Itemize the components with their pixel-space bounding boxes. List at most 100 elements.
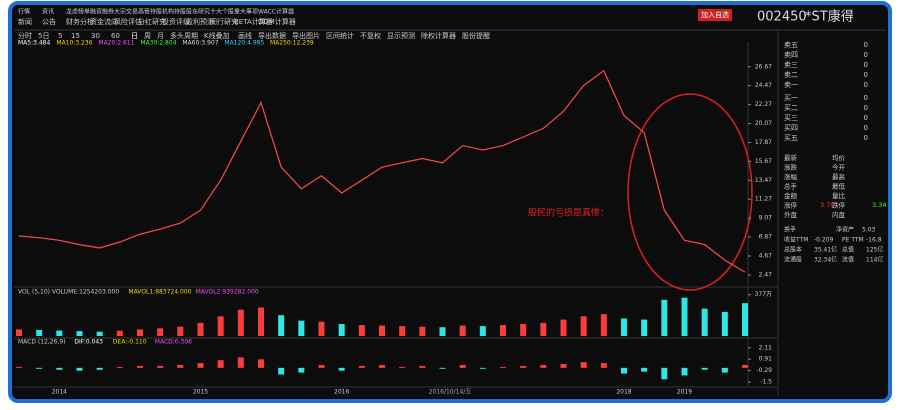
- toolbar-item[interactable]: 导出图片: [292, 31, 320, 40]
- frame: [8, 1, 892, 403]
- toolbar-item[interactable]: 画线: [238, 31, 252, 40]
- info-text: 总股本: [784, 246, 802, 254]
- toolbar-item[interactable]: 除权计算器: [421, 31, 456, 40]
- bar: [278, 367, 285, 375]
- bar: [298, 320, 305, 336]
- toolbar-item[interactable]: 15: [71, 32, 80, 40]
- menu-item[interactable]: 盈利预测: [186, 17, 214, 26]
- menu-item[interactable]: 机构持股: [162, 8, 186, 16]
- ob-label: 买一: [784, 94, 798, 102]
- bar: [641, 319, 648, 336]
- stat-label: 均价: [832, 153, 846, 162]
- bar: [540, 364, 547, 368]
- toolbar-item[interactable]: 周: [144, 32, 151, 40]
- add-button-label[interactable]: 加入自选: [701, 10, 729, 19]
- bar: [217, 360, 224, 368]
- limit-down: 3.34: [872, 201, 886, 209]
- ob-label: 卖五: [784, 41, 798, 49]
- menu-item[interactable]: 投资评级: [162, 17, 190, 26]
- menu-item[interactable]: 融资融券: [90, 8, 114, 16]
- bar: [379, 325, 385, 336]
- stat-label: 今开: [832, 163, 846, 172]
- bar: [580, 362, 587, 368]
- bar: [358, 325, 365, 336]
- y-tick-label: 6.87: [759, 234, 773, 241]
- y-tick-label: 11.27: [755, 196, 772, 203]
- bar: [177, 326, 184, 336]
- menu-item[interactable]: 资金流向: [90, 17, 118, 26]
- menu-item[interactable]: 分红研究: [138, 17, 166, 26]
- menu-item[interactable]: 龙虎榜单: [66, 8, 90, 16]
- legend-item: DIF:0.043: [74, 339, 103, 346]
- x-tick-label: 2016: [334, 389, 349, 396]
- bar: [76, 367, 83, 371]
- ob-label: 卖二: [784, 71, 798, 79]
- toolbar-item[interactable]: 不复权: [360, 31, 381, 40]
- info-text: -0.209: [814, 237, 834, 244]
- bar: [318, 321, 325, 336]
- bar: [298, 367, 305, 373]
- toolbar-item[interactable]: 5日: [38, 32, 49, 40]
- toolbar-item[interactable]: 日: [131, 32, 138, 40]
- bar: [56, 330, 63, 336]
- menu-item[interactable]: WACC计算器: [258, 8, 294, 16]
- menu-item[interactable]: 公告: [42, 17, 56, 26]
- menu-item[interactable]: 高管持股: [138, 8, 162, 16]
- stat-label: 跌停: [832, 201, 846, 210]
- bar: [459, 364, 466, 368]
- menu-item[interactable]: 大宗交易: [114, 8, 138, 16]
- bar: [439, 367, 446, 369]
- bar: [520, 323, 527, 336]
- y-tick-label: 15.67: [755, 158, 772, 165]
- toolbar-item[interactable]: 5: [58, 32, 62, 40]
- menu-item[interactable]: 同行研究: [210, 17, 238, 26]
- bar: [621, 367, 627, 374]
- legend-item: MAVOL2:939282.000: [196, 289, 259, 296]
- bar: [358, 365, 365, 368]
- price-line: [18, 69, 746, 273]
- toolbar-item[interactable]: K线叠加: [204, 31, 230, 40]
- stat-label: 涨跌: [784, 163, 798, 172]
- stat-label: 金额: [784, 191, 798, 200]
- menu-item[interactable]: 重大事项: [234, 8, 258, 16]
- menu-item[interactable]: 财务分析: [66, 17, 94, 26]
- menu-item[interactable]: 行情: [18, 8, 30, 16]
- ob-label: 卖一: [784, 81, 798, 89]
- add-button[interactable]: [698, 9, 732, 21]
- toolbar-item[interactable]: 多头周期: [170, 31, 198, 40]
- menu-item[interactable]: 十大个股: [210, 8, 234, 16]
- toolbar-item[interactable]: 导出数据: [258, 31, 286, 40]
- bar: [701, 367, 708, 370]
- panel-title: VOL (5,10) VOLUME:1254203.000: [18, 289, 119, 296]
- bar: [96, 367, 103, 370]
- stat-label: 量比: [832, 191, 846, 200]
- menu-item[interactable]: 风险评估: [114, 17, 142, 26]
- menu-item[interactable]: 股东研究: [186, 8, 210, 16]
- bar: [560, 319, 567, 336]
- toolbar-item[interactable]: 区间统计: [326, 31, 354, 40]
- bar: [479, 367, 486, 369]
- bar: [76, 331, 83, 336]
- toolbar-item[interactable]: 股份提醒: [462, 31, 490, 40]
- toolbar-item[interactable]: 月: [157, 32, 164, 40]
- menu-item[interactable]: 资讯: [42, 8, 54, 16]
- y-tick-label: 9.07: [759, 215, 773, 222]
- toolbar-item[interactable]: 显示预测: [387, 31, 415, 40]
- legend-item: MA10:3.236: [56, 40, 92, 47]
- legend-item: MA30:2.804: [140, 40, 176, 47]
- ob-volume: 0: [864, 94, 868, 102]
- info-text: -16.8: [866, 237, 882, 244]
- menu-item[interactable]: DDM计算器: [258, 17, 296, 26]
- toolbar-item[interactable]: 分时: [18, 31, 32, 40]
- toolbar-item[interactable]: 60: [111, 32, 120, 40]
- ob-volume: 0: [864, 134, 868, 142]
- stat-label: 涨停: [784, 201, 798, 210]
- stat-label: 总手: [784, 182, 798, 191]
- info-text: 流通股: [784, 256, 802, 264]
- bar: [479, 326, 486, 336]
- menu-item[interactable]: 新闻: [18, 17, 32, 26]
- menu-item[interactable]: BETA计算器: [234, 17, 273, 26]
- bar: [197, 363, 204, 368]
- info-text: 净资产: [836, 226, 854, 234]
- toolbar-item[interactable]: 30: [91, 32, 100, 40]
